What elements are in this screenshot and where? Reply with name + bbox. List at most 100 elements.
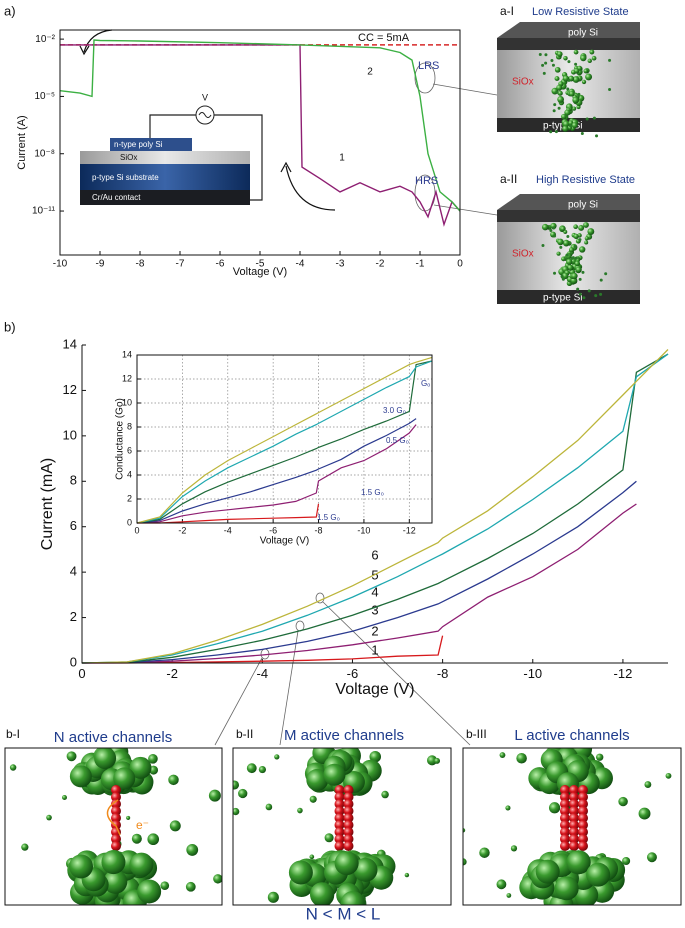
conducting-atom: [569, 820, 579, 830]
scattered-atom: [324, 833, 334, 843]
conducting-atom: [334, 813, 345, 823]
scattered-atom: [309, 854, 315, 860]
y-axis-title: Current (mA): [39, 458, 56, 550]
scattered-atom: [309, 795, 317, 803]
scattered-atom: [548, 802, 561, 814]
panel-title: N active channels: [54, 729, 172, 746]
filament-atom: [113, 767, 136, 790]
annotation: CC = 5mA: [358, 32, 410, 44]
scattered-atom: [238, 788, 248, 799]
scattered-atom: [274, 754, 280, 760]
filament-atom: [556, 84, 563, 91]
y-tick-label: 10: [63, 427, 77, 442]
ion: [553, 103, 557, 107]
filament-atom: [69, 765, 92, 788]
y-tick-label: 2: [70, 609, 77, 624]
y-axis-title: Current (A): [16, 115, 28, 169]
scattered-atom: [62, 795, 67, 800]
x-axis-title: Voltage (V): [335, 681, 414, 698]
inset-background: [137, 355, 432, 523]
filament-atom: [101, 850, 126, 875]
image-tag: a-II: [500, 172, 517, 186]
ion: [608, 58, 612, 62]
filament-atom: [566, 850, 591, 875]
scattered-atom: [297, 807, 303, 814]
channel-image: [463, 748, 672, 905]
scattered-atom: [510, 845, 518, 852]
filament-atom: [541, 223, 549, 231]
scattered-atom: [147, 833, 160, 846]
ion: [587, 289, 591, 293]
ion: [599, 278, 603, 282]
conducting-atom: [343, 841, 354, 851]
ion: [541, 63, 545, 67]
channel-image: [233, 748, 441, 905]
filament-atom: [557, 96, 564, 103]
panel-tag: b-III: [466, 727, 487, 741]
filament-atom: [562, 272, 569, 280]
conducting-atom: [343, 813, 354, 823]
panel-tag: b-I: [6, 727, 20, 741]
filament-atom: [583, 68, 589, 74]
conducting-atom: [343, 792, 354, 802]
annotation: HRS: [415, 175, 438, 187]
layer-label: SiOx: [512, 77, 534, 88]
scattered-atom: [186, 844, 199, 856]
conducting-atom: [111, 827, 121, 837]
conducting-atom: [569, 799, 579, 809]
filament-atom: [587, 58, 592, 64]
filament-atom: [562, 125, 569, 132]
panel-label: b): [4, 319, 16, 334]
scattered-atom: [369, 750, 382, 763]
scattered-atom: [618, 796, 628, 807]
ion: [542, 71, 546, 75]
ion: [561, 277, 565, 281]
ion: [578, 292, 582, 296]
filament-atom: [561, 256, 566, 262]
conducting-atom: [569, 841, 579, 851]
ion: [599, 292, 603, 296]
conducting-atom: [343, 820, 354, 830]
conducting-atom: [560, 841, 570, 851]
conducting-atom: [334, 799, 345, 809]
filament-atom: [353, 857, 378, 882]
scattered-atom: [185, 881, 196, 892]
series-label: 2: [367, 67, 373, 78]
series-label: 4: [371, 584, 378, 599]
filament-atom: [571, 272, 578, 280]
ion: [557, 106, 561, 110]
chart: 0 -2 -4 -6 -8 -10 -12 0 2 4 6 8 10 12 14 Voltage (V) Con…: [115, 349, 433, 547]
y-tick-label: 12: [122, 373, 132, 383]
conducting-atom: [334, 834, 345, 844]
scattered-atom: [434, 757, 441, 764]
filament-atom: [581, 79, 587, 85]
ion: [560, 274, 564, 278]
conducting-atom: [334, 827, 345, 837]
ion: [538, 53, 542, 57]
x-tick-label: -10: [523, 666, 542, 681]
ion: [571, 256, 575, 260]
panel-frame: [462, 747, 682, 906]
filament-atom: [563, 55, 568, 61]
y-tick-label: 10: [122, 397, 132, 407]
ion: [595, 134, 599, 138]
scattered-atom: [427, 755, 438, 766]
device-schematic: V n-type poly Si SiOx p-type Si substrat…: [80, 92, 263, 205]
conducting-atom: [578, 792, 588, 802]
conducting-atom: [343, 834, 354, 844]
filament-atom: [561, 113, 567, 120]
filament-atom: [137, 879, 162, 904]
filament-atom: [557, 90, 563, 96]
y-tick-label: 8: [127, 421, 132, 431]
series-line: [81, 503, 637, 664]
filament-atom: [556, 51, 563, 57]
scattered-atom: [496, 879, 507, 890]
ion: [549, 228, 553, 232]
conducting-atom: [578, 834, 588, 844]
image-tag: a-I: [500, 4, 514, 18]
scattered-atom: [233, 780, 240, 790]
conducting-atom: [111, 799, 121, 809]
panel-label: a): [4, 3, 16, 18]
filament-atom: [309, 882, 334, 905]
ion: [576, 287, 580, 291]
